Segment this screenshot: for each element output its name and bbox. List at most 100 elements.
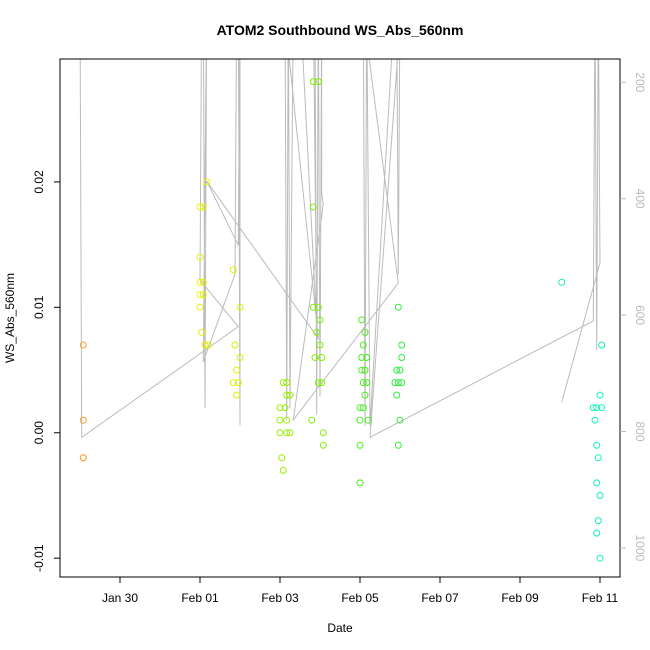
x-tick-label-0: Jan 30 [102, 591, 138, 605]
y2-tick-label-0: 200 [633, 72, 647, 92]
data-point-4 [196, 203, 204, 211]
data-point-55 [358, 354, 366, 361]
data-point-15 [204, 341, 212, 349]
chart-title: ATOM2 Southbound WS_Abs_560nm [217, 22, 464, 38]
data-point-64 [356, 416, 364, 424]
data-point-37 [309, 78, 317, 86]
data-point-50 [319, 429, 327, 437]
data-point-85 [591, 416, 599, 424]
data-point-69 [398, 341, 406, 349]
data-point-38 [314, 78, 322, 86]
data-point-75 [398, 379, 406, 387]
data-point-76 [393, 391, 401, 399]
data-point-81 [593, 404, 601, 412]
data-point-61 [361, 391, 369, 399]
data-point-34 [286, 429, 294, 437]
data-point-43 [313, 328, 321, 336]
data-point-87 [594, 454, 602, 462]
data-point-78 [394, 441, 402, 449]
data-point-66 [356, 441, 364, 449]
data-point-47 [314, 379, 322, 387]
data-point-6 [203, 178, 211, 186]
data-point-86 [593, 441, 601, 449]
data-point-57 [358, 366, 366, 374]
data-point-24 [279, 379, 287, 387]
data-point-65 [364, 416, 372, 424]
data-point-77 [396, 416, 404, 424]
data-point-25 [283, 379, 291, 387]
data-point-39 [309, 203, 317, 211]
data-point-71 [393, 366, 401, 374]
right-y-axis: 200 400 600 800 1000 [620, 72, 647, 562]
data-point-67 [356, 479, 364, 487]
data-point-19 [236, 354, 244, 361]
data-point-58 [361, 366, 369, 374]
data-point-33 [283, 429, 291, 437]
data-point-20 [233, 366, 241, 374]
data-point-88 [593, 479, 601, 487]
data-point-70 [398, 354, 406, 361]
data-point-11 [199, 291, 207, 299]
data-point-7 [196, 253, 204, 261]
data-point-23 [233, 391, 241, 399]
data-point-14 [201, 341, 209, 349]
data-point-16 [229, 266, 237, 274]
data-point-83 [596, 391, 604, 399]
data-point-1 [79, 416, 87, 424]
data-point-51 [319, 441, 327, 449]
data-point-35 [278, 454, 286, 462]
data-point-9 [199, 278, 207, 286]
data-point-32 [276, 429, 284, 437]
data-point-52 [358, 316, 366, 324]
data-point-79 [558, 278, 566, 286]
data-point-90 [594, 517, 602, 525]
data-point-36 [279, 466, 287, 474]
data-point-49 [308, 416, 316, 424]
data-point-30 [276, 416, 284, 424]
y-axis-label: WS_Abs_560nm [3, 273, 17, 363]
data-point-27 [286, 391, 294, 399]
y2-tick-label-1: 400 [633, 189, 647, 209]
data-point-31 [283, 416, 291, 424]
data-point-26 [283, 391, 291, 399]
track-layer [79, 59, 601, 439]
data-point-0 [79, 341, 87, 349]
data-point-68 [394, 303, 402, 311]
y-axis: -0.01 0.00 0.01 0.02 [32, 170, 60, 572]
data-point-60 [363, 379, 371, 387]
data-point-74 [394, 379, 402, 387]
x-tick-label-5: Feb 09 [501, 591, 539, 605]
data-point-3 [79, 454, 87, 462]
track-line [79, 59, 601, 439]
data-point-17 [236, 303, 244, 311]
data-point-21 [229, 379, 237, 387]
data-point-13 [198, 328, 206, 336]
data-point-8 [196, 278, 204, 286]
plot-frame [59, 58, 621, 578]
data-point-53 [361, 328, 369, 336]
data-point-22 [234, 379, 242, 387]
y-tick-label-2: 0.01 [32, 295, 46, 319]
x-axis: Jan 30 Feb 01 Feb 03 Feb 05 Feb 07 Feb 09 Feb … [102, 576, 619, 605]
y-tick-label-3: 0.02 [32, 170, 46, 194]
data-point-62 [356, 404, 364, 412]
y2-tick-label-4: 1000 [633, 535, 647, 562]
y2-tick-label-2: 600 [633, 305, 647, 325]
y-tick-label-0: -0.01 [32, 544, 46, 572]
data-point-29 [281, 404, 289, 412]
data-point-73 [391, 379, 399, 387]
data-point-54 [359, 341, 367, 349]
points-layer [79, 78, 606, 562]
data-point-59 [359, 379, 367, 387]
data-point-40 [309, 303, 317, 311]
data-point-80 [589, 404, 597, 412]
data-point-72 [396, 366, 404, 374]
x-axis-label: Date [327, 621, 353, 635]
x-tick-label-2: Feb 03 [261, 591, 299, 605]
data-point-89 [596, 492, 604, 499]
y2-tick-label-3: 800 [633, 421, 647, 441]
data-point-10 [196, 291, 204, 299]
data-point-5 [199, 203, 207, 211]
data-point-42 [316, 316, 324, 324]
data-point-84 [598, 341, 606, 349]
